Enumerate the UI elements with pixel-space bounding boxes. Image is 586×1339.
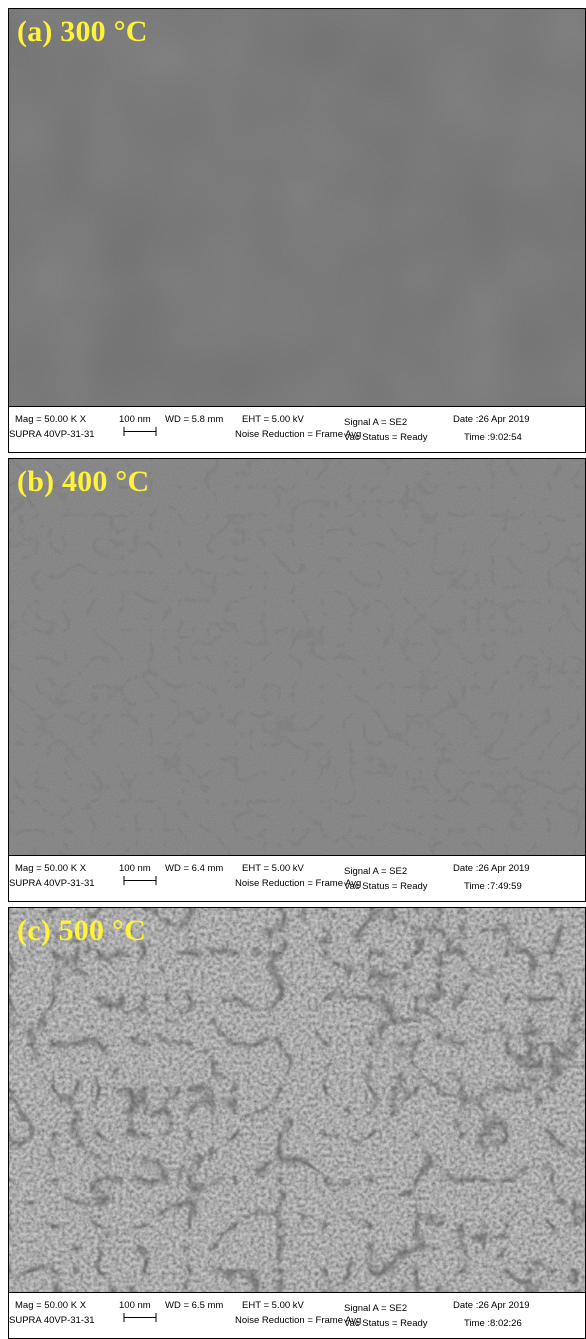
eht-text: EHT = 5.00 kV (242, 414, 304, 425)
sem-micrograph-c (9, 908, 585, 1294)
eht-text: EHT = 5.00 kV (242, 863, 304, 874)
working-distance-text: WD = 6.4 mm (165, 863, 224, 874)
time-text: Time :9:02:54 (464, 432, 522, 443)
panel-label-c: (c) 500 °C (17, 914, 146, 947)
sem-databar-c: Mag = 50.00 K X 100 nm WD = 6.5 mm EHT =… (9, 1292, 585, 1338)
magnification-text: Mag = 50.00 K X (15, 1300, 87, 1311)
vac-status-text: Vac Status = Ready (344, 432, 428, 443)
signal-text: Signal A = SE2 (344, 1303, 408, 1314)
scale-label: 100 nm (119, 863, 151, 874)
eht-text: EHT = 5.00 kV (242, 1300, 304, 1311)
instrument-text: SUPRA 40VP-31-31 (9, 878, 95, 889)
date-text: Date :26 Apr 2019 (453, 1300, 530, 1311)
sem-databar-a: Mag = 50.00 K X 100 nm WD = 5.8 mm EHT =… (9, 406, 585, 452)
sem-panel-c: (c) 500 °C Mag = 50.00 K X 100 nm WD = 6… (8, 907, 586, 1339)
noise-reduction-text: Noise Reduction = Frame Avg (235, 878, 362, 889)
noise-reduction-text: Noise Reduction = Frame Avg (235, 1315, 362, 1326)
signal-text: Signal A = SE2 (344, 866, 408, 877)
sem-micrograph-b (9, 459, 585, 856)
scale-label: 100 nm (119, 1300, 151, 1311)
time-text: Time :7:49:59 (464, 881, 522, 892)
instrument-text: SUPRA 40VP-31-31 (9, 429, 95, 440)
vac-status-text: Vac Status = Ready (344, 1318, 428, 1329)
signal-text: Signal A = SE2 (344, 417, 408, 428)
panel-label-b: (b) 400 °C (17, 465, 150, 498)
sem-panel-a: (a) 300 °C Mag = 50.00 K X 100 nm WD = 5… (8, 8, 586, 453)
working-distance-text: WD = 5.8 mm (165, 414, 224, 425)
sem-databar-b: Mag = 50.00 K X 100 nm WD = 6.4 mm EHT =… (9, 855, 585, 901)
date-text: Date :26 Apr 2019 (453, 863, 530, 874)
sem-micrograph-a (9, 9, 585, 407)
scale-label: 100 nm (119, 414, 151, 425)
magnification-text: Mag = 50.00 K X (15, 863, 87, 874)
scale-bar-icon (123, 1313, 157, 1322)
working-distance-text: WD = 6.5 mm (165, 1300, 224, 1311)
scale-bar-icon (123, 427, 157, 436)
time-text: Time :8:02:26 (464, 1318, 522, 1329)
magnification-text: Mag = 50.00 K X (15, 414, 87, 425)
vac-status-text: Vac Status = Ready (344, 881, 428, 892)
sem-panel-b: (b) 400 °C Mag = 50.00 K X 100 nm WD = 6… (8, 458, 586, 902)
scale-bar-icon (123, 876, 157, 885)
panel-label-a: (a) 300 °C (17, 15, 148, 48)
noise-reduction-text: Noise Reduction = Frame Avg (235, 429, 362, 440)
instrument-text: SUPRA 40VP-31-31 (9, 1315, 95, 1326)
date-text: Date :26 Apr 2019 (453, 414, 530, 425)
